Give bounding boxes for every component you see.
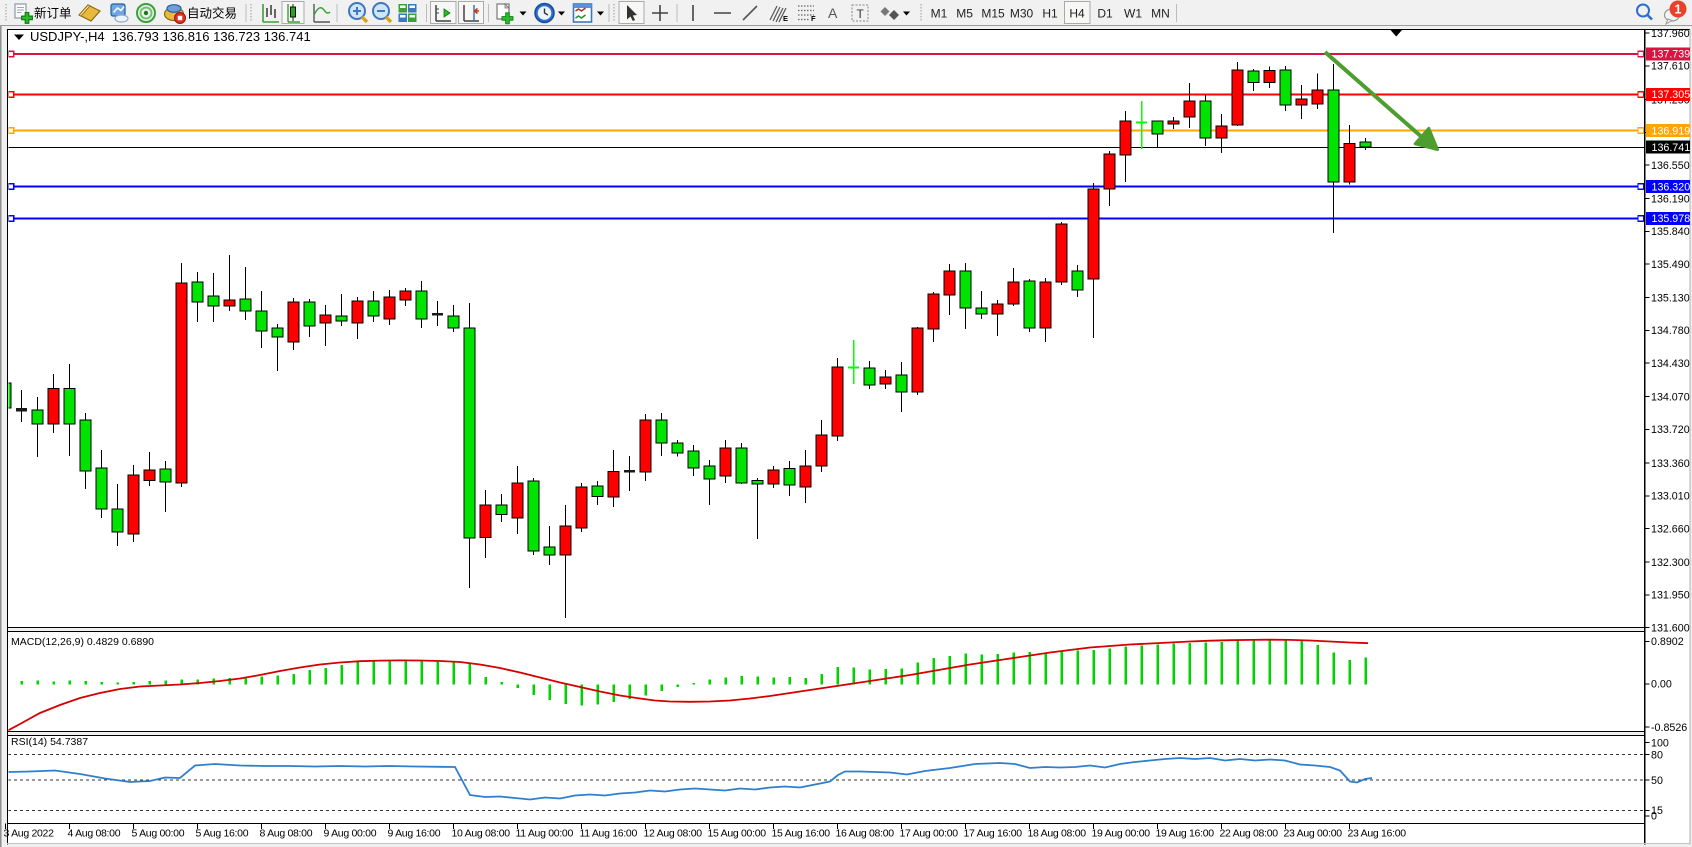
svg-text:137.960: 137.960 — [1651, 28, 1690, 40]
svg-text:新订单: 新订单 — [34, 6, 72, 21]
svg-text:9 Aug 16:00: 9 Aug 16:00 — [388, 828, 441, 840]
svg-text:D1: D1 — [1097, 7, 1113, 21]
svg-text:E: E — [783, 14, 788, 23]
svg-text:M5: M5 — [956, 7, 973, 21]
svg-text:137.305: 137.305 — [1652, 89, 1691, 101]
svg-text:22 Aug 08:00: 22 Aug 08:00 — [1220, 828, 1279, 840]
svg-text:0.00: 0.00 — [1651, 679, 1672, 691]
svg-text:133.720: 133.720 — [1651, 424, 1690, 436]
svg-text:132.660: 132.660 — [1651, 523, 1690, 535]
svg-text:10 Aug 08:00: 10 Aug 08:00 — [452, 828, 511, 840]
svg-text:135.840: 135.840 — [1651, 226, 1690, 238]
svg-text:131.600: 131.600 — [1651, 622, 1690, 634]
svg-text:0.8902: 0.8902 — [1651, 636, 1684, 648]
svg-text:9 Aug 00:00: 9 Aug 00:00 — [324, 828, 377, 840]
svg-text:137.739: 137.739 — [1652, 49, 1691, 61]
svg-text:11 Aug 00:00: 11 Aug 00:00 — [516, 828, 574, 840]
svg-text:131.950: 131.950 — [1651, 590, 1690, 602]
svg-text:19 Aug 00:00: 19 Aug 00:00 — [1092, 828, 1151, 840]
svg-text:137.610: 137.610 — [1651, 61, 1690, 73]
svg-text:134.070: 134.070 — [1651, 392, 1690, 404]
svg-text:133.010: 133.010 — [1651, 491, 1690, 503]
svg-text:136.919: 136.919 — [1652, 125, 1691, 137]
svg-text:133.360: 133.360 — [1651, 458, 1690, 470]
svg-text:50: 50 — [1651, 775, 1663, 787]
svg-text:136.190: 136.190 — [1651, 193, 1690, 205]
svg-text:5 Aug 00:00: 5 Aug 00:00 — [132, 828, 185, 840]
svg-text:11 Aug 16:00: 11 Aug 16:00 — [580, 828, 638, 840]
svg-text:16 Aug 08:00: 16 Aug 08:00 — [836, 828, 895, 840]
svg-text:A: A — [828, 5, 838, 21]
svg-text:-0.8526: -0.8526 — [1651, 722, 1687, 734]
svg-text:135.978: 135.978 — [1652, 213, 1691, 225]
svg-text:MN: MN — [1151, 7, 1170, 21]
svg-text:0: 0 — [1651, 811, 1657, 823]
svg-text:M30: M30 — [1010, 7, 1034, 21]
svg-text:19 Aug 16:00: 19 Aug 16:00 — [1156, 828, 1215, 840]
svg-text:132.300: 132.300 — [1651, 557, 1690, 569]
svg-text:4 Aug 08:00: 4 Aug 08:00 — [68, 828, 121, 840]
svg-text:RSI(14) 54.7387: RSI(14) 54.7387 — [11, 736, 88, 748]
svg-text:H4: H4 — [1069, 7, 1085, 21]
svg-text:F: F — [811, 14, 816, 23]
svg-text:1: 1 — [1675, 3, 1682, 17]
svg-text:18 Aug 08:00: 18 Aug 08:00 — [1028, 828, 1087, 840]
svg-text:8 Aug 08:00: 8 Aug 08:00 — [260, 828, 313, 840]
svg-text:M15: M15 — [981, 7, 1005, 21]
svg-text:134.430: 134.430 — [1651, 358, 1690, 370]
svg-text:23 Aug 00:00: 23 Aug 00:00 — [1284, 828, 1343, 840]
svg-text:H1: H1 — [1042, 7, 1058, 21]
svg-text:134.780: 134.780 — [1651, 325, 1690, 337]
svg-text:17 Aug 16:00: 17 Aug 16:00 — [964, 828, 1023, 840]
svg-text:W1: W1 — [1124, 7, 1142, 21]
svg-text:23 Aug 16:00: 23 Aug 16:00 — [1348, 828, 1407, 840]
svg-text:17 Aug 00:00: 17 Aug 00:00 — [900, 828, 959, 840]
svg-text:136.550: 136.550 — [1651, 160, 1690, 172]
svg-text:M1: M1 — [931, 7, 948, 21]
svg-text:自动交易: 自动交易 — [187, 6, 237, 21]
svg-text:12 Aug 08:00: 12 Aug 08:00 — [644, 828, 703, 840]
svg-text:15 Aug 00:00: 15 Aug 00:00 — [708, 828, 767, 840]
svg-text:3 Aug 2022: 3 Aug 2022 — [4, 828, 55, 840]
svg-text:136.320: 136.320 — [1652, 181, 1691, 193]
svg-text:5 Aug 16:00: 5 Aug 16:00 — [196, 828, 249, 840]
svg-text:136.741: 136.741 — [1652, 142, 1691, 154]
svg-text:135.130: 135.130 — [1651, 292, 1690, 304]
svg-text:135.490: 135.490 — [1651, 259, 1690, 271]
svg-text:MACD(12,26,9) 0.4829 0.6890: MACD(12,26,9) 0.4829 0.6890 — [11, 636, 154, 648]
svg-text:100: 100 — [1651, 737, 1669, 749]
svg-text:80: 80 — [1651, 749, 1663, 761]
svg-text:T: T — [857, 7, 865, 21]
svg-text:USDJPY-,H4 136.793 136.816 13: USDJPY-,H4 136.793 136.816 136.723 136.7… — [30, 29, 311, 44]
svg-text:15 Aug 16:00: 15 Aug 16:00 — [772, 828, 831, 840]
svg-text:15: 15 — [1651, 805, 1663, 817]
